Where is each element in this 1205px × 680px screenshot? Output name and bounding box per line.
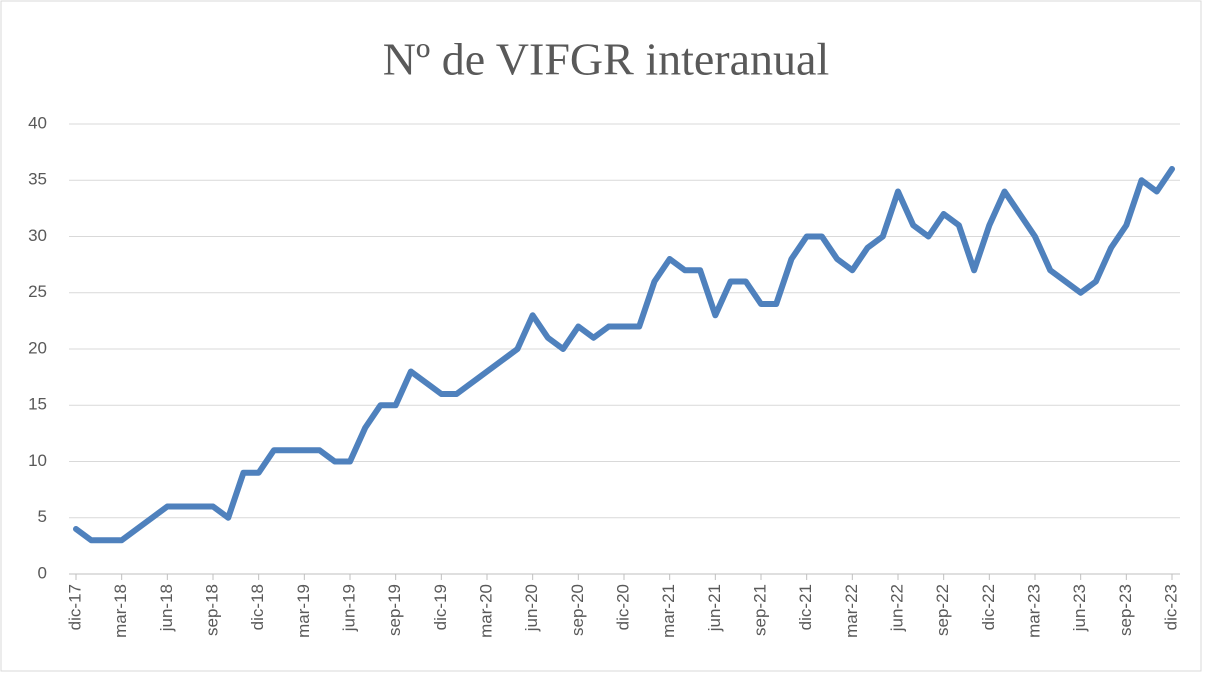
y-tick-label: 5	[38, 507, 47, 526]
x-tick-label: sep-23	[1116, 584, 1135, 636]
x-tick-label: mar-19	[294, 584, 313, 638]
x-tick-label: sep-18	[202, 584, 221, 636]
y-tick-label: 10	[28, 451, 47, 470]
x-tick-label: dic-22	[979, 584, 998, 630]
chart-title: Nº de VIFGR interanual	[383, 34, 830, 85]
y-tick-label: 0	[38, 563, 47, 582]
x-tick-label: sep-20	[568, 584, 587, 636]
y-tick-label: 30	[28, 226, 47, 245]
y-tick-label: 15	[28, 395, 47, 414]
y-tick-label: 35	[28, 170, 47, 189]
x-tick-label: dic-18	[248, 584, 267, 630]
x-tick-label: mar-22	[842, 584, 861, 638]
x-tick-label: jun-21	[705, 584, 724, 632]
x-tick-label: sep-19	[385, 584, 404, 636]
x-tick-label: sep-21	[750, 584, 769, 636]
x-tick-label: jun-23	[1070, 584, 1089, 632]
x-tick-label: jun-18	[157, 584, 176, 632]
x-tick-label: dic-17	[65, 584, 84, 630]
x-tick-label: jun-20	[522, 584, 541, 632]
x-tick-label: jun-19	[339, 584, 358, 632]
x-tick-label: jun-22	[887, 584, 906, 632]
x-tick-label: dic-21	[796, 584, 815, 630]
x-tick-label: mar-21	[659, 584, 678, 638]
x-tick-label: mar-18	[111, 584, 130, 638]
data-line	[73, 166, 1175, 544]
x-tick-label: dic-20	[613, 584, 632, 630]
y-tick-label: 25	[28, 282, 47, 301]
y-tick-label: 20	[28, 338, 47, 357]
x-tick-label: dic-23	[1161, 584, 1180, 630]
x-tick-label: dic-19	[431, 584, 450, 630]
x-tick-label: sep-22	[933, 584, 952, 636]
x-tick-label: mar-23	[1024, 584, 1043, 638]
y-tick-label: 40	[28, 113, 47, 132]
x-tick-label: mar-20	[476, 584, 495, 638]
